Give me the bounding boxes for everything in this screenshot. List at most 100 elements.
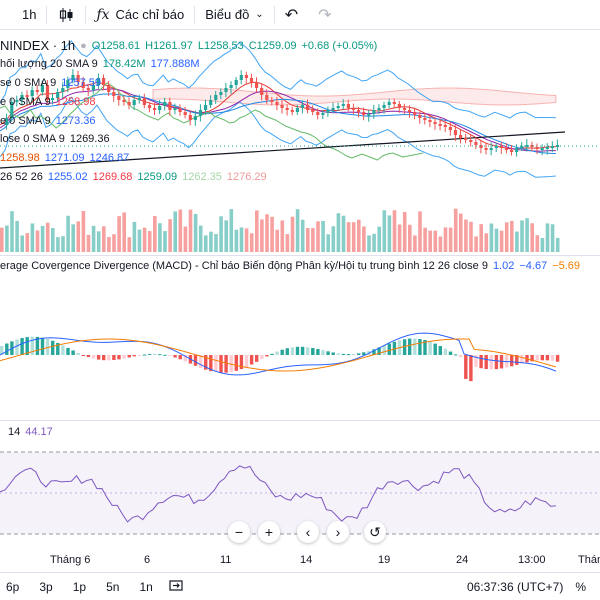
zoom-in-button[interactable]: + bbox=[258, 521, 280, 543]
range-button[interactable]: 1n bbox=[139, 579, 153, 594]
ohlc-high: H1261.97 bbox=[145, 39, 193, 52]
scroll-left-button[interactable]: ‹ bbox=[297, 521, 319, 543]
macd-histogram-bar bbox=[117, 355, 121, 360]
candle-body bbox=[494, 146, 498, 148]
candle-body bbox=[372, 110, 376, 114]
macd-chart[interactable] bbox=[0, 275, 600, 415]
macd-signal-value: −4.67 bbox=[519, 260, 548, 272]
price-chart[interactable] bbox=[0, 30, 600, 255]
candle-body bbox=[499, 146, 503, 148]
macd-histogram-bar bbox=[56, 342, 60, 355]
macd-histogram-bar bbox=[255, 355, 259, 362]
macd-histogram-bar bbox=[341, 353, 346, 355]
plus-icon: + bbox=[264, 524, 274, 540]
macd-histogram-bar bbox=[515, 355, 519, 365]
candle-body bbox=[346, 104, 350, 108]
macd-histogram-bar bbox=[448, 351, 453, 355]
macd-histogram-bar bbox=[229, 355, 233, 373]
candle-body bbox=[183, 112, 187, 115]
range-button[interactable]: 1p bbox=[72, 579, 87, 594]
undo-icon: ↶ bbox=[284, 6, 299, 24]
candle-body bbox=[331, 108, 335, 110]
volume-bar bbox=[45, 222, 50, 252]
volume-bar bbox=[137, 229, 142, 252]
undo-button[interactable]: ↶ bbox=[275, 0, 308, 30]
chart-menu-button[interactable]: Biểu đồ ⌄ bbox=[195, 0, 273, 30]
candle-body bbox=[117, 96, 121, 100]
volume-bar bbox=[479, 224, 483, 252]
pane-divider[interactable] bbox=[0, 420, 600, 421]
macd-histogram-bar bbox=[0, 345, 4, 355]
macd-histogram-bar bbox=[51, 340, 55, 355]
volume-bar bbox=[367, 235, 371, 252]
macd-histogram-bar bbox=[214, 355, 218, 373]
sma3-value: 1273.36 bbox=[55, 115, 96, 127]
candle-body bbox=[275, 102, 279, 105]
interval-button[interactable]: 1h bbox=[0, 0, 46, 30]
volume-bar bbox=[183, 226, 188, 252]
macd-histogram-bar bbox=[362, 352, 366, 355]
candle-body bbox=[311, 110, 315, 112]
time-axis-label: Tháng 6 bbox=[50, 554, 91, 566]
macd-value: 1.02 bbox=[492, 260, 515, 272]
candle-body bbox=[469, 140, 473, 142]
macd-histogram-bar bbox=[418, 338, 422, 355]
volume-bar bbox=[285, 234, 290, 252]
sma3-label: e 0 SMA 9 bbox=[0, 115, 51, 127]
macd-histogram-bar bbox=[91, 355, 96, 359]
macd-histogram-bar bbox=[402, 339, 407, 355]
volume-bar bbox=[249, 233, 254, 252]
macd-histogram-bar bbox=[408, 338, 412, 355]
time-axis[interactable]: Tháng 6 6 11 14 19 24 13:00 Thán bbox=[0, 546, 600, 572]
sma1-value: 1257.59 bbox=[61, 77, 102, 89]
moving-average-line bbox=[0, 88, 556, 152]
candle-body bbox=[66, 80, 70, 88]
range-button[interactable]: 6p bbox=[6, 579, 20, 594]
range-button[interactable]: 3p bbox=[39, 579, 53, 594]
volume-sma-value: 177.888M bbox=[150, 58, 200, 70]
sma4-legend: lose 0 SMA 9 1269.36 bbox=[0, 133, 115, 145]
reset-icon: ↺ bbox=[369, 523, 381, 540]
volume-bar bbox=[244, 228, 249, 252]
candle-body bbox=[229, 85, 233, 88]
volume-bar bbox=[168, 219, 172, 252]
volume-bar bbox=[142, 227, 147, 252]
time-axis-label: 11 bbox=[220, 554, 232, 566]
zoom-out-button[interactable]: − bbox=[228, 521, 250, 543]
date-range-button[interactable] bbox=[169, 578, 183, 595]
percent-toggle[interactable]: % bbox=[575, 579, 586, 594]
macd-histogram-bar bbox=[453, 354, 458, 356]
macd-histogram-bar bbox=[249, 355, 254, 365]
macd-histogram-bar bbox=[96, 355, 101, 360]
volume-bar bbox=[107, 237, 111, 252]
ichimoku-label: 26 52 26 bbox=[0, 171, 43, 183]
chart-type-button[interactable] bbox=[47, 0, 85, 30]
volume-legend-label: hối lượng 20 SMA 9 bbox=[0, 58, 98, 70]
pane-divider[interactable] bbox=[0, 255, 600, 256]
rsi-chart[interactable] bbox=[0, 440, 600, 546]
volume-bar bbox=[331, 226, 336, 252]
candle-body bbox=[107, 85, 111, 92]
macd-histogram-bar bbox=[510, 355, 514, 367]
redo-icon: ↷ bbox=[318, 6, 332, 24]
volume-bar bbox=[96, 231, 101, 252]
candle-body bbox=[224, 88, 228, 92]
macd-histogram-bar bbox=[107, 355, 111, 361]
redo-button[interactable]: ↷ bbox=[308, 0, 341, 30]
range-button[interactable]: 5n bbox=[106, 579, 120, 594]
scroll-right-button[interactable]: › bbox=[327, 521, 349, 543]
indicators-button[interactable]: ƒx Các chỉ báo bbox=[86, 0, 194, 30]
candle-body bbox=[550, 146, 554, 148]
volume-bar bbox=[336, 213, 341, 252]
bottom-toolbar: 6p 3p 1p 5n 1n 06:37:36 (UTC+7) % bbox=[0, 572, 600, 600]
sma2-legend: e 0 SMA 9 1258.98 bbox=[0, 96, 101, 108]
candle-body bbox=[51, 98, 55, 100]
volume-bar bbox=[306, 227, 310, 252]
clock-time[interactable]: 06:37:36 (UTC+7) bbox=[466, 579, 564, 594]
volume-bar bbox=[357, 219, 361, 252]
macd-histogram-bar bbox=[306, 347, 310, 355]
macd-histogram-bar bbox=[147, 354, 152, 356]
volume-bar bbox=[173, 211, 177, 252]
reset-chart-button[interactable]: ↺ bbox=[364, 521, 386, 543]
volume-bar bbox=[504, 222, 509, 252]
